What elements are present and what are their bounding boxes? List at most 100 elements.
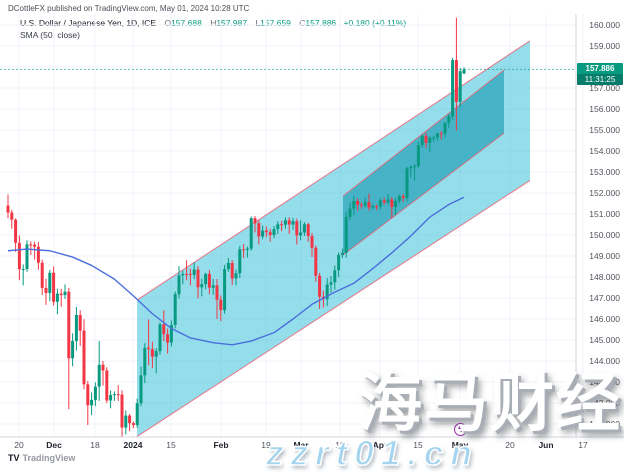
economic-event-icon[interactable]: ϟ: [454, 423, 467, 436]
candle-body: [112, 394, 116, 396]
candle-body: [314, 247, 318, 276]
candle-body: [131, 423, 135, 426]
candle-body: [405, 168, 409, 199]
candle-body: [211, 285, 215, 288]
price-tick-label: 155.000: [589, 125, 620, 135]
tradingview-logo[interactable]: TV TradingView: [8, 453, 75, 463]
candle-body: [207, 273, 211, 288]
time-tick-label: 18: [335, 440, 345, 450]
rising-channel-inner[interactable]: [343, 70, 504, 255]
time-axis[interactable]: 20 Dec 18 2024 15 Feb 19 Mar 18 Apr 15 May 20 Jun 17: [14, 440, 588, 450]
candle-body: [44, 287, 48, 293]
candle-body: [173, 294, 177, 325]
candle-body: [458, 71, 462, 102]
time-tick-label: 20: [505, 440, 515, 450]
candle-body: [143, 347, 147, 376]
bar-countdown-label: 11:31:25: [577, 74, 623, 85]
candle-body: [71, 341, 75, 359]
price-axis[interactable]: 160.000159.000158.000157.000156.000155.0…: [589, 20, 620, 429]
price-tick-label: 145.000: [589, 335, 620, 345]
rising-channel-inner-top-line[interactable]: [342, 69, 505, 197]
price-tick-label: 149.000: [589, 251, 620, 261]
candle-body: [219, 299, 223, 311]
candle-body: [124, 415, 128, 428]
price-tick-label: 159.000: [589, 41, 620, 51]
watermark-site-url: zzrt01.cn: [265, 433, 479, 472]
candle-body: [29, 244, 33, 246]
candle-body: [454, 60, 458, 102]
candle-body: [25, 244, 29, 270]
candle-body: [147, 347, 151, 350]
price-tick-label: 156.000: [589, 104, 620, 114]
candle-body: [36, 246, 40, 263]
time-tick-label: Jun: [538, 440, 553, 450]
rising-channel-outer-bottom-line[interactable]: [136, 179, 531, 437]
candle-body: [378, 200, 382, 207]
price-tick-label: 151.000: [589, 209, 620, 219]
candle-body: [150, 349, 154, 357]
candle-body: [52, 272, 56, 302]
price-tick-label: 153.000: [589, 167, 620, 177]
channel-drawings[interactable]: [136, 40, 531, 437]
candle-body: [226, 262, 230, 270]
time-tick-label: 15: [166, 440, 176, 450]
candle-body: [291, 221, 295, 225]
time-tick-label: 20: [14, 440, 24, 450]
time-tick-label: 2024: [124, 440, 143, 450]
candle-body: [200, 284, 204, 288]
candle-body: [185, 273, 189, 275]
symbol-info-row[interactable]: U.S. Dollar / Japanese Yen, 1D, ICE O157…: [20, 18, 406, 28]
candle-body: [204, 273, 208, 285]
last-price-label: 157.886: [577, 63, 623, 74]
candle-body: [196, 269, 200, 288]
time-tick-label: 15: [413, 440, 423, 450]
published-attribution: DCottleFX published on TradingView.com, …: [8, 4, 250, 13]
candle-body: [230, 262, 234, 279]
candle-body: [268, 232, 272, 235]
watermark-brand: 海马财经: [358, 367, 622, 439]
candle-body: [10, 212, 14, 220]
candle-body: [439, 133, 443, 135]
candle-body: [166, 334, 170, 343]
indicator-legend-sma[interactable]: SMA (50, close): [20, 30, 80, 40]
candle-body: [428, 137, 432, 143]
candle-body: [215, 285, 219, 300]
candle-body: [261, 230, 265, 237]
candle-body: [21, 269, 25, 271]
rising-channel-inner-bottom-line[interactable]: [342, 132, 505, 256]
candle-body: [401, 196, 405, 199]
candle-body: [78, 315, 82, 331]
candle-body: [451, 60, 455, 117]
open-label: O: [164, 18, 172, 28]
candle-body: [420, 135, 424, 146]
candle-body: [443, 122, 447, 134]
candle-body: [447, 116, 451, 123]
candle-body: [97, 364, 101, 387]
price-tick-label: 150.000: [589, 230, 620, 240]
candle-body: [162, 324, 166, 335]
price-tick-label: 157.000: [589, 83, 620, 93]
candle-body: [90, 399, 94, 406]
candle-body: [74, 315, 78, 342]
rising-channel-outer-top-line[interactable]: [136, 40, 531, 301]
candle-body: [409, 166, 413, 169]
candle-body: [93, 386, 97, 400]
candle-body: [154, 351, 158, 357]
time-tick-label: 19: [261, 440, 271, 450]
candle-body: [337, 254, 341, 271]
candle-body: [139, 375, 143, 404]
price-tick-label: 160.000: [589, 20, 620, 30]
time-tick-label: May: [452, 440, 469, 450]
symbol-title[interactable]: U.S. Dollar / Japanese Yen, 1D, ICE: [20, 18, 157, 28]
candle-body: [116, 394, 120, 396]
candle-body: [17, 242, 21, 270]
candle-body: [432, 137, 436, 139]
candle-body: [363, 202, 367, 206]
candles[interactable]: [6, 17, 466, 440]
candle-body: [382, 200, 386, 203]
change-value: +0.180 (+0.11%): [343, 18, 407, 28]
candle-body: [375, 206, 379, 208]
candle-body: [242, 249, 246, 251]
sma-50-line[interactable]: [7, 196, 465, 346]
